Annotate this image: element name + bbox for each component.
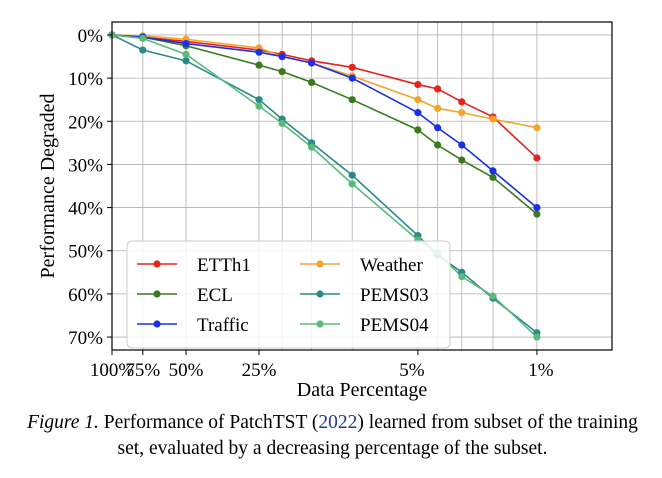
series-lines <box>111 34 538 338</box>
series-line-traffic <box>111 34 538 209</box>
y-tick-label: 60% <box>68 285 103 306</box>
legend-box <box>126 240 451 349</box>
series-line-pems03 <box>111 34 538 334</box>
y-tick-label: 10% <box>68 69 103 90</box>
y-axis-ticks: 0% 10% 20% 30% 40% 50% 60% 70% <box>68 26 112 349</box>
figure-label: Figure 1. <box>27 412 99 433</box>
data-point-etth1 <box>533 154 541 162</box>
data-point-weather <box>414 96 422 104</box>
x-tick-label: 25% <box>242 360 277 381</box>
data-point-ecl <box>278 68 286 76</box>
series-line-ecl <box>111 34 538 215</box>
data-point-traffic <box>489 167 497 175</box>
data-point-ecl <box>489 173 497 181</box>
data-point-pems04 <box>255 102 263 110</box>
legend-marker-traffic <box>153 320 161 328</box>
data-point-traffic <box>414 109 422 117</box>
data-point-pems04 <box>348 180 356 188</box>
data-point-traffic <box>458 141 466 149</box>
plot-area-frame <box>111 21 613 351</box>
legend-marker-pems03 <box>316 290 324 298</box>
caption-text-after: ) learned from subset of the training se… <box>117 412 638 459</box>
series-line-weather <box>111 34 538 129</box>
legend-label-ecl: ECL <box>197 285 233 306</box>
data-point-etth1 <box>414 80 422 89</box>
citation-link[interactable]: 2022 <box>318 412 358 433</box>
x-tick-label: 50% <box>169 360 204 381</box>
data-point-ecl <box>348 96 356 104</box>
x-axis-ticks: 100%75% 50% 25% 5% 1% <box>90 350 554 381</box>
data-point-etth1 <box>348 63 356 71</box>
data-point-pems04 <box>139 34 147 43</box>
x-tick-label: 75% <box>125 360 160 381</box>
data-point-traffic <box>348 74 356 82</box>
y-tick-label: 50% <box>68 242 103 263</box>
data-point-pems04 <box>533 333 541 341</box>
data-point-pems03 <box>139 46 147 54</box>
data-point-weather <box>434 104 442 112</box>
data-point-pems04 <box>308 143 316 151</box>
y-tick-label: 70% <box>68 328 103 349</box>
legend-label-pems03: PEMS03 <box>360 285 429 306</box>
series-line-pems04 <box>111 34 538 338</box>
data-point-ecl <box>458 156 466 164</box>
y-tick-label: 20% <box>68 112 103 133</box>
y-axis-label: Performance Degraded <box>37 94 59 279</box>
data-point-traffic <box>308 59 316 67</box>
legend-marker-ecl <box>153 290 161 298</box>
data-point-weather <box>489 115 497 123</box>
data-point-pems03 <box>182 57 190 65</box>
data-point-traffic <box>533 203 541 212</box>
data-point-traffic <box>434 124 442 132</box>
data-point-etth1 <box>434 85 442 93</box>
legend-label-pems04: PEMS04 <box>360 315 429 336</box>
data-point-ecl <box>414 126 422 134</box>
x-axis-label: Data Percentage <box>297 379 428 401</box>
x-tick-label: 5% <box>399 360 425 381</box>
series-line-etth1 <box>111 34 538 159</box>
data-point-ecl <box>255 61 263 69</box>
y-tick-label: 0% <box>78 26 104 47</box>
x-tick-label: 100% <box>90 360 135 381</box>
legend-marker-pems04 <box>316 320 324 328</box>
legend-label-weather: Weather <box>360 255 423 276</box>
data-point-ecl <box>434 141 442 149</box>
y-tick-label: 40% <box>68 199 103 220</box>
data-point-traffic <box>278 52 286 61</box>
legend-label-traffic: Traffic <box>197 315 249 336</box>
figure-caption: Figure 1. Performance of PatchTST (2022)… <box>20 410 645 462</box>
data-point-weather <box>533 124 541 132</box>
caption-text-before: Performance of PatchTST ( <box>98 412 319 433</box>
data-point-pems04 <box>458 273 466 281</box>
legend-marker-etth1 <box>153 260 161 268</box>
data-point-pems04 <box>182 50 190 58</box>
data-point-pems03 <box>255 96 263 104</box>
data-point-pems04 <box>489 292 497 300</box>
y-tick-label: 30% <box>68 155 103 176</box>
data-point-pems03 <box>348 171 356 179</box>
data-point-etth1 <box>458 98 466 106</box>
x-tick-label: 1% <box>528 360 554 381</box>
legend: ETTh1 Weather ECL PEMS03 Traffic PEMS04 <box>126 240 451 349</box>
data-point-traffic <box>255 48 263 56</box>
data-point-ecl <box>533 210 541 218</box>
legend-marker-weather <box>316 260 324 268</box>
data-point-pems04 <box>278 119 286 128</box>
legend-label-etth1: ETTh1 <box>197 255 251 276</box>
data-point-weather <box>458 109 466 117</box>
data-point-ecl <box>308 78 316 87</box>
data-point-traffic <box>182 39 190 48</box>
